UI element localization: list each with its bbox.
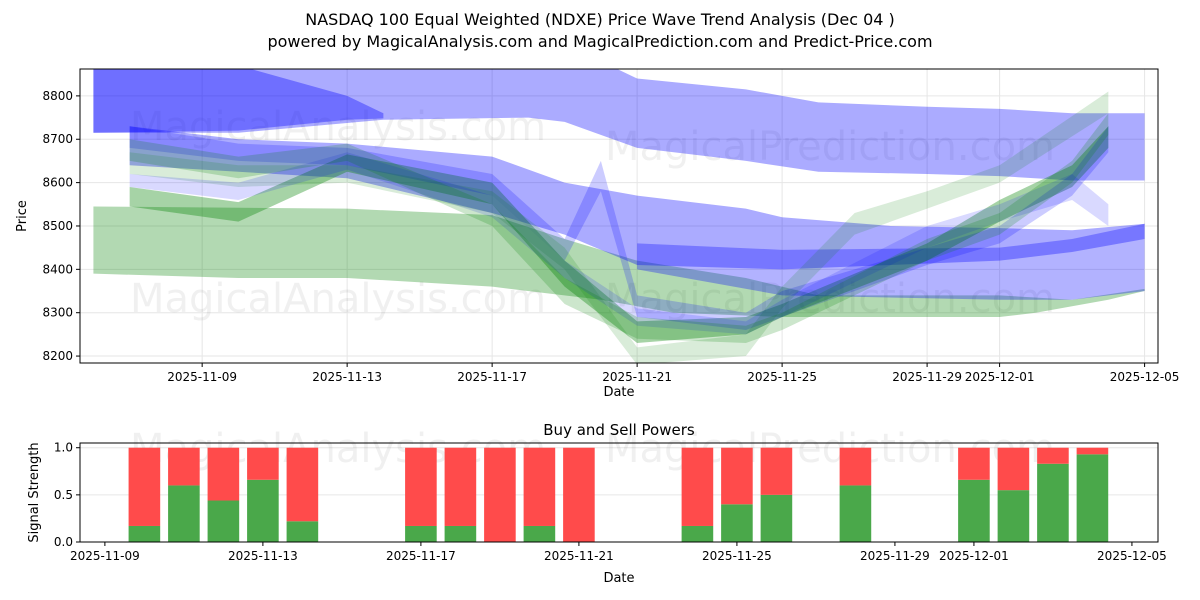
buy-bar xyxy=(444,525,477,542)
buy-bar xyxy=(997,490,1030,542)
x-tick-label: 2025-11-13 xyxy=(312,370,382,384)
sell-bar xyxy=(128,447,161,526)
sell-bar xyxy=(1037,447,1069,464)
sell-bar xyxy=(247,447,279,480)
x-tick-label: 2025-12-05 xyxy=(1097,549,1167,563)
watermark: MagicalAnalysis.com xyxy=(130,104,546,150)
x-tick-label: 2025-11-17 xyxy=(457,370,527,384)
sell-bar xyxy=(207,447,240,501)
lower-blue-band xyxy=(637,223,1145,300)
buy-bar xyxy=(523,525,556,542)
y-tick-label: 8200 xyxy=(42,349,73,363)
chart-title: NASDAQ 100 Equal Weighted (NDXE) Price W… xyxy=(305,10,895,29)
wave-blue-1 xyxy=(129,126,1109,331)
buy-bar xyxy=(958,479,990,542)
x-tick-label: 2025-11-29 xyxy=(860,549,930,563)
y-axis-label: Signal Strength xyxy=(27,442,42,542)
y-tick-label: 0.5 xyxy=(54,488,73,502)
buy-bar xyxy=(839,485,872,542)
sell-bar xyxy=(1076,447,1109,455)
sell-bar xyxy=(563,447,595,542)
sell-bar xyxy=(286,447,319,522)
y-tick-label: 8800 xyxy=(42,89,73,103)
subplot-title: Buy and Sell Powers xyxy=(543,421,695,439)
buy-bar xyxy=(760,494,793,542)
x-tick-label: 2025-11-13 xyxy=(228,549,298,563)
dark-blue-band xyxy=(93,69,384,133)
y-tick-label: 0.0 xyxy=(54,535,73,549)
sell-bar xyxy=(997,447,1030,491)
y-tick-label: 8700 xyxy=(42,132,73,146)
x-tick-label: 2025-12-01 xyxy=(965,370,1035,384)
buy-bar xyxy=(247,479,279,542)
x-axis-label: Date xyxy=(603,571,634,586)
main-green-band xyxy=(93,206,1145,318)
upper-blue-band xyxy=(93,69,1145,181)
buy-bar xyxy=(721,504,753,542)
y-tick-label: 8600 xyxy=(42,176,73,190)
buy-bar xyxy=(207,500,240,542)
x-tick-label: 2025-11-25 xyxy=(747,370,817,384)
sell-bar xyxy=(444,447,477,526)
wave-green-3 xyxy=(129,113,1109,344)
buy-bar xyxy=(286,521,319,542)
sell-bar xyxy=(958,447,990,480)
bands-group xyxy=(93,69,1145,363)
sell-bar xyxy=(168,447,200,486)
sell-bar xyxy=(681,447,714,526)
x-tick-label: 2025-11-25 xyxy=(702,549,772,563)
sell-bar xyxy=(721,447,753,505)
x-tick-label: 2025-11-21 xyxy=(602,370,672,384)
middle-blue-band xyxy=(129,126,1145,270)
wave-blue-2 xyxy=(129,152,1109,335)
x-tick-label: 2025-11-29 xyxy=(892,370,962,384)
plot-frame-bottom xyxy=(79,442,1159,543)
x-tick-label: 2025-12-01 xyxy=(939,549,1009,563)
buy-bar xyxy=(1076,454,1109,542)
x-tick-label: 2025-12-05 xyxy=(1110,370,1180,384)
buy-bar xyxy=(681,525,714,542)
sell-bar xyxy=(484,447,516,542)
x-tick-label: 2025-11-09 xyxy=(70,549,140,563)
y-tick-label: 8400 xyxy=(42,262,73,276)
sell-bar xyxy=(839,447,872,486)
x-tick-label: 2025-11-17 xyxy=(386,549,456,563)
y-tick-label: 8300 xyxy=(42,306,73,320)
x-axis-label: Date xyxy=(603,385,634,400)
chart-subtitle: powered by MagicalAnalysis.com and Magic… xyxy=(267,32,933,51)
buy-bar xyxy=(168,485,200,542)
buy-bar xyxy=(405,525,437,542)
y-tick-label: 1.0 xyxy=(54,441,73,455)
watermark: MagicalPrediction.com xyxy=(605,276,1055,322)
plot-frame-top xyxy=(79,68,1159,364)
y-tick-label: 8500 xyxy=(42,219,73,233)
sell-bar xyxy=(760,447,793,495)
x-tick-label: 2025-11-09 xyxy=(167,370,237,384)
x-tick-label: 2025-11-21 xyxy=(544,549,614,563)
sell-bar xyxy=(405,447,437,526)
watermark: MagicalAnalysis.com xyxy=(130,276,546,322)
sell-bar xyxy=(523,447,556,526)
y-axis-label: Price xyxy=(15,200,30,232)
buy-bar xyxy=(1037,463,1069,542)
watermark: MagicalPrediction.com xyxy=(605,124,1055,170)
buy-bar xyxy=(128,525,161,542)
